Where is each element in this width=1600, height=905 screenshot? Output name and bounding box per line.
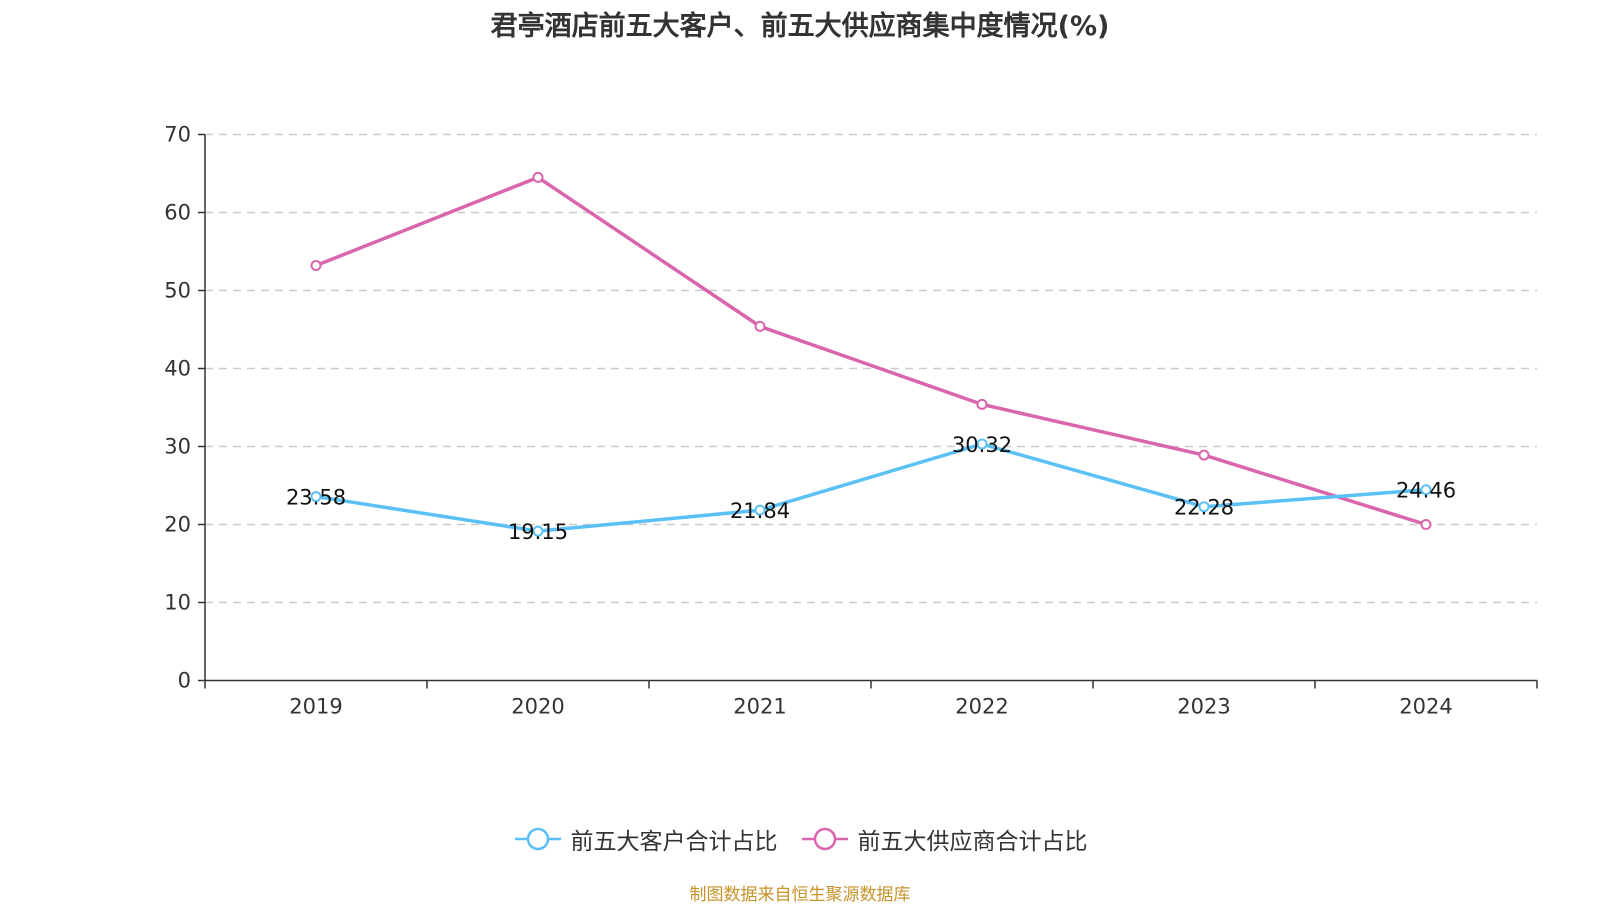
y-tick-label: 0 <box>178 669 191 693</box>
y-tick-label: 30 <box>164 435 191 459</box>
data-label: 24.46 <box>1396 479 1456 503</box>
source-footnote: 制图数据来自恒生聚源数据库 <box>689 885 911 905</box>
legend-line-circle-icon <box>801 827 848 851</box>
data-point <box>754 320 766 332</box>
y-tick-label: 70 <box>164 123 191 147</box>
legend-line-circle-icon <box>514 827 561 851</box>
legend: 前五大客户合计占比 前五大供应商合计占比 <box>0 822 1600 856</box>
data-point <box>532 171 544 183</box>
x-tick-label: 2024 <box>1399 695 1452 719</box>
legend-label: 前五大供应商合计占比 <box>857 829 1088 855</box>
x-tick-label: 2023 <box>1177 695 1230 719</box>
data-label: 22.28 <box>1174 496 1234 520</box>
data-label: 19.15 <box>508 520 568 544</box>
data-point <box>1420 519 1432 530</box>
data-label: 23.58 <box>286 486 346 510</box>
chart-title: 君亭酒店前五大客户、前五大供应商集中度情况(%) <box>490 11 1110 42</box>
axes: 0 10 20 30 40 50 60 70 2019 2020 2021 2022 2023 2024 <box>164 123 1538 719</box>
legend-item-suppliers[interactable]: 前五大供应商合计占比 <box>800 822 1088 856</box>
y-tick-label: 50 <box>164 279 191 303</box>
data-point <box>1198 501 1210 513</box>
data-point <box>976 438 988 450</box>
data-point <box>1198 449 1210 461</box>
data-point <box>976 398 988 410</box>
data-label: 30.32 <box>952 433 1012 457</box>
y-tick-label: 10 <box>164 591 191 615</box>
y-tick-label: 20 <box>164 513 191 537</box>
series-line <box>315 175 1427 527</box>
data-labels: 23.58 19.15 21.84 30.32 22.28 24.46 <box>286 433 1456 544</box>
series-line <box>315 442 1427 533</box>
data-point <box>310 260 322 272</box>
data-point <box>754 504 766 516</box>
y-tick-label: 40 <box>164 357 191 381</box>
y-tick-label: 60 <box>164 201 191 225</box>
grid-lines <box>205 133 1537 604</box>
legend-item-customers[interactable]: 前五大客户合计占比 <box>513 822 778 856</box>
x-tick-label: 2020 <box>511 695 564 719</box>
x-tick-label: 2019 <box>289 695 342 719</box>
data-point <box>1420 484 1432 496</box>
data-point <box>310 491 322 503</box>
x-tick-label: 2021 <box>733 695 786 719</box>
legend-label: 前五大客户合计占比 <box>570 829 778 855</box>
data-point <box>532 525 544 537</box>
data-label: 21.84 <box>730 499 790 523</box>
x-tick-label: 2022 <box>955 695 1008 719</box>
series <box>310 171 1432 537</box>
